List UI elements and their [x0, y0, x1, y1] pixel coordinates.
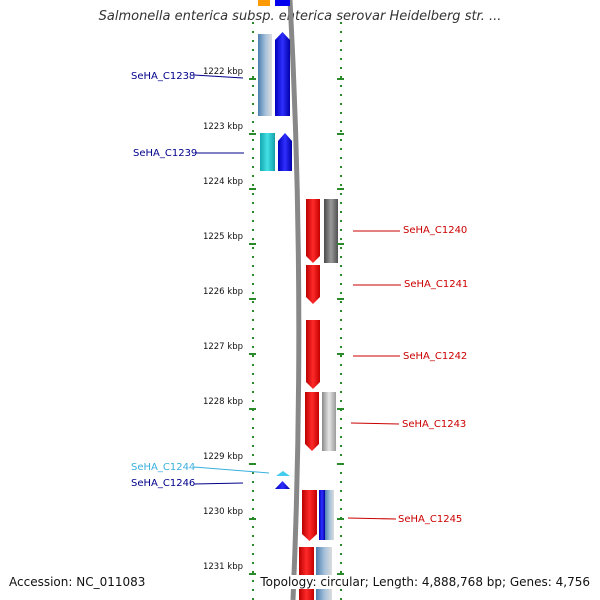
- gene-label-seha-c1244[interactable]: SeHA_C1244: [131, 462, 195, 473]
- gene-label-seha-c1243[interactable]: SeHA_C1243: [402, 419, 466, 430]
- gene-partial-top-blue: [275, 0, 290, 6]
- ruler-tick-label: 1225 kbp: [203, 232, 243, 242]
- gene-arrow-seha-c1241: [306, 265, 320, 304]
- feature-block: [258, 34, 272, 116]
- feature-block: [260, 133, 275, 171]
- leader-line-seha-c1244: [193, 466, 270, 474]
- topology-text: Topology: circular; Length: 4,888,768 bp…: [260, 575, 590, 589]
- gene-arrow-seha-c1239: [278, 133, 292, 171]
- feature-block: [324, 199, 338, 263]
- gene-arrow-seha-c1242: [306, 320, 320, 389]
- gene-label-seha-c1238[interactable]: SeHA_C1238: [131, 71, 195, 82]
- gene-arrow-seha-c1246: [275, 481, 290, 489]
- ruler-tick-label: 1231 kbp: [203, 562, 243, 572]
- gene-arrow-seha-c1245: [302, 490, 317, 541]
- gene-arrow-seha-c1238: [275, 32, 290, 116]
- gene-label-seha-c1241[interactable]: SeHA_C1241: [404, 279, 468, 290]
- feature-block: [322, 392, 336, 451]
- gene-partial-top: [258, 0, 270, 6]
- gene-arrow-seha-c1244: [276, 471, 290, 476]
- gene-arrow-seha-c1240: [306, 199, 320, 263]
- leader-line-seha-c1243: [350, 422, 400, 425]
- ruler-tick-label: 1224 kbp: [203, 177, 243, 187]
- gene-label-seha-c1245[interactable]: SeHA_C1245: [398, 514, 462, 525]
- ruler-tick-label: 1226 kbp: [203, 287, 243, 297]
- leader-line-seha-c1245: [347, 517, 397, 520]
- gene-label-seha-c1240[interactable]: SeHA_C1240: [403, 225, 467, 236]
- gene-label-seha-c1242[interactable]: SeHA_C1242: [403, 351, 467, 362]
- ruler-tick-label: 1229 kbp: [203, 452, 243, 462]
- gene-label-seha-c1246[interactable]: SeHA_C1246: [131, 478, 195, 489]
- feature-block: [316, 547, 332, 600]
- accession-text: Accession: NC_011083: [9, 575, 146, 589]
- ruler-tick-label: 1228 kbp: [203, 397, 243, 407]
- gene-label-seha-c1239[interactable]: SeHA_C1239: [133, 148, 197, 159]
- gene-partial-bottom: [299, 547, 314, 600]
- map-title: Salmonella enterica subsp. enterica sero…: [98, 9, 502, 24]
- feature-block: [325, 490, 334, 540]
- ruler-tick-label: 1223 kbp: [203, 122, 243, 132]
- feature-block: [319, 490, 325, 540]
- gene-arrow-seha-c1243: [305, 392, 319, 451]
- leader-line-seha-c1246: [193, 482, 244, 485]
- ruler-tick-label: 1230 kbp: [203, 507, 243, 517]
- ruler-tick-label: 1227 kbp: [203, 342, 243, 352]
- backbone-arc: [287, 0, 302, 600]
- leader-line-seha-c1238: [193, 74, 244, 79]
- ruler-tick-label: 1222 kbp: [203, 67, 243, 77]
